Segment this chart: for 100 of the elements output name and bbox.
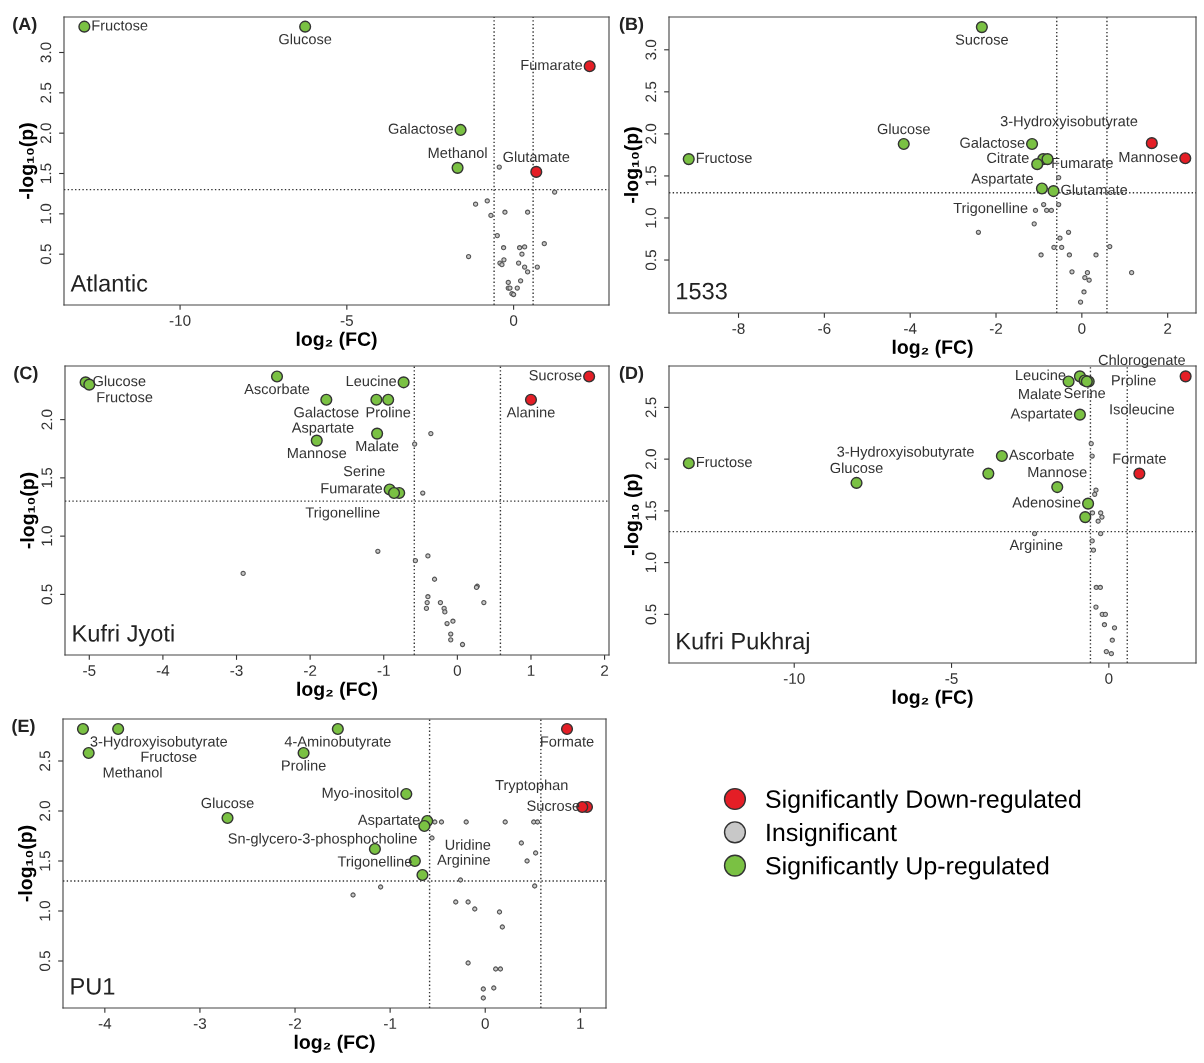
- x-axis-title: log₂ (FC): [294, 1034, 375, 1053]
- y-tick-label: 3.0: [645, 39, 657, 60]
- text: (D): [619, 366, 644, 383]
- y-tick-label: 1.0: [40, 203, 52, 224]
- x-tick-label: -1: [384, 1018, 397, 1029]
- x-tick-label: -5: [945, 673, 958, 684]
- y-tick-label: 2.5: [39, 751, 51, 771]
- x-axis-title: log₂ (FC): [297, 681, 378, 700]
- annotation: 3-Hydroxyisobutyrate: [90, 735, 228, 750]
- annotation: Glutamate: [1061, 184, 1128, 195]
- annotation: Uridine: [445, 839, 491, 850]
- y-tick-label: 0.5: [645, 604, 657, 625]
- annotation: Leucine: [1016, 369, 1066, 381]
- annotation: Methanol: [428, 147, 487, 159]
- annotation: 4-Aminobutyrate: [284, 735, 391, 750]
- x-axis-title: log₂ (FC): [892, 689, 973, 708]
- x-tick-label: 0: [1078, 323, 1086, 334]
- annotation: Aspartate: [971, 173, 1033, 187]
- text: (B): [619, 17, 644, 34]
- x-tick-label: -4: [156, 665, 170, 676]
- annotation: Glucose: [279, 33, 332, 45]
- annotation: Alanine: [506, 406, 555, 418]
- annotation: Galactose: [960, 137, 1025, 148]
- annotation: Malate: [356, 440, 399, 452]
- x-tick-label: 1: [577, 1018, 584, 1029]
- x-tick-label: 2: [601, 665, 609, 676]
- annotation: Glucose: [201, 797, 254, 809]
- y-axis-title: -log₁₀(p): [20, 472, 39, 549]
- legend-label: Significantly Up-regulated: [766, 856, 1049, 880]
- x-tick-label: 2: [1164, 323, 1172, 334]
- annotation: Glucose: [830, 462, 883, 474]
- annotation: Aspartate: [1010, 408, 1073, 422]
- annotation: Malate: [1019, 388, 1061, 400]
- annotation: Citrate: [987, 152, 1029, 164]
- y-tick-label: 0.5: [645, 250, 657, 271]
- x-tick-label: -3: [230, 665, 243, 676]
- y-tick-label: 1.5: [41, 467, 53, 488]
- x-axis-title: log₂ (FC): [296, 331, 377, 350]
- annotation: Kufri Jyoti: [73, 624, 174, 647]
- x-tick-label: 1: [527, 665, 535, 676]
- y-tick-label: 2.0: [645, 123, 657, 144]
- annotation: 3-Hydroxyisobutyrate: [837, 446, 974, 460]
- annotation: Sucrose: [529, 370, 582, 381]
- x-tick-label: -10: [783, 673, 805, 684]
- y-tick-label: 2.0: [40, 123, 52, 144]
- annotation: 1533: [677, 282, 727, 300]
- y-tick-label: 3.0: [40, 42, 52, 63]
- y-tick-label: 2.0: [41, 409, 53, 430]
- annotation: Arginine: [1009, 539, 1063, 553]
- y-tick-label: 0.5: [39, 951, 51, 972]
- annotation: Tryptophan: [495, 779, 568, 794]
- y-tick-label: 2.0: [39, 800, 51, 821]
- annotation: Ascorbate: [244, 383, 310, 395]
- legend-label: Significantly Down-regulated: [766, 789, 1081, 813]
- y-tick-label: 1.0: [41, 526, 53, 546]
- annotation: Chlorogenate: [1098, 354, 1185, 369]
- annotation: Glucose: [877, 123, 930, 135]
- y-tick-label: 2.5: [645, 81, 657, 102]
- annotation: Ascorbate: [1008, 449, 1074, 460]
- annotation: Isoleucine: [1110, 403, 1175, 415]
- annotation: Serine: [343, 465, 385, 477]
- annotation: Atlantic: [70, 274, 148, 292]
- annotation: Trigonelline: [305, 506, 380, 521]
- y-axis-title: -log₁₀(p): [624, 127, 643, 203]
- annotation: Galactose: [388, 123, 453, 134]
- x-tick-label: -2: [989, 323, 1003, 334]
- annotation: Methanol: [103, 766, 162, 778]
- annotation: Proline: [1112, 374, 1156, 386]
- y-tick-label: 1.5: [39, 851, 51, 871]
- y-tick-label: 1.0: [645, 552, 657, 573]
- y-tick-label: 0.5: [41, 584, 53, 605]
- x-tick-label: -3: [193, 1018, 207, 1029]
- annotation: Sn-glycero-3-phosphocholine: [228, 832, 417, 847]
- x-tick-label: 0: [1105, 673, 1113, 684]
- y-tick-label: 0.5: [40, 244, 52, 265]
- annotation: Trigonelline: [953, 202, 1028, 217]
- annotation: 3-Hydroxyisobutyrate: [1000, 115, 1138, 130]
- annotation: Serine: [1064, 387, 1106, 399]
- annotation: Proline: [282, 759, 326, 771]
- x-tick-label: -8: [732, 323, 745, 334]
- x-tick-label: 0: [481, 1018, 489, 1029]
- annotation: Fructose: [92, 20, 148, 31]
- y-tick-label: 2.5: [645, 397, 657, 418]
- x-tick-label: -10: [169, 315, 191, 326]
- x-tick-label: -5: [340, 315, 353, 326]
- x-axis-title: log₂ (FC): [892, 339, 973, 358]
- annotation: Fumarate: [321, 483, 383, 494]
- y-tick-label: 1.5: [645, 500, 657, 521]
- x-tick-label: -2: [288, 1018, 302, 1029]
- annotation: Arginine: [437, 854, 490, 868]
- x-tick-label: -6: [818, 323, 831, 334]
- annotation: Aspartate: [357, 814, 420, 828]
- annotation: Glutamate: [503, 151, 570, 163]
- text: (E): [12, 719, 35, 736]
- annotation: Mannose: [287, 448, 347, 459]
- annotation: Trigonelline: [337, 855, 412, 870]
- x-tick-label: -2: [304, 665, 317, 676]
- x-tick-label: -4: [98, 1018, 112, 1029]
- y-tick-label: 1.0: [39, 900, 51, 921]
- annotation: Fructose: [696, 152, 752, 164]
